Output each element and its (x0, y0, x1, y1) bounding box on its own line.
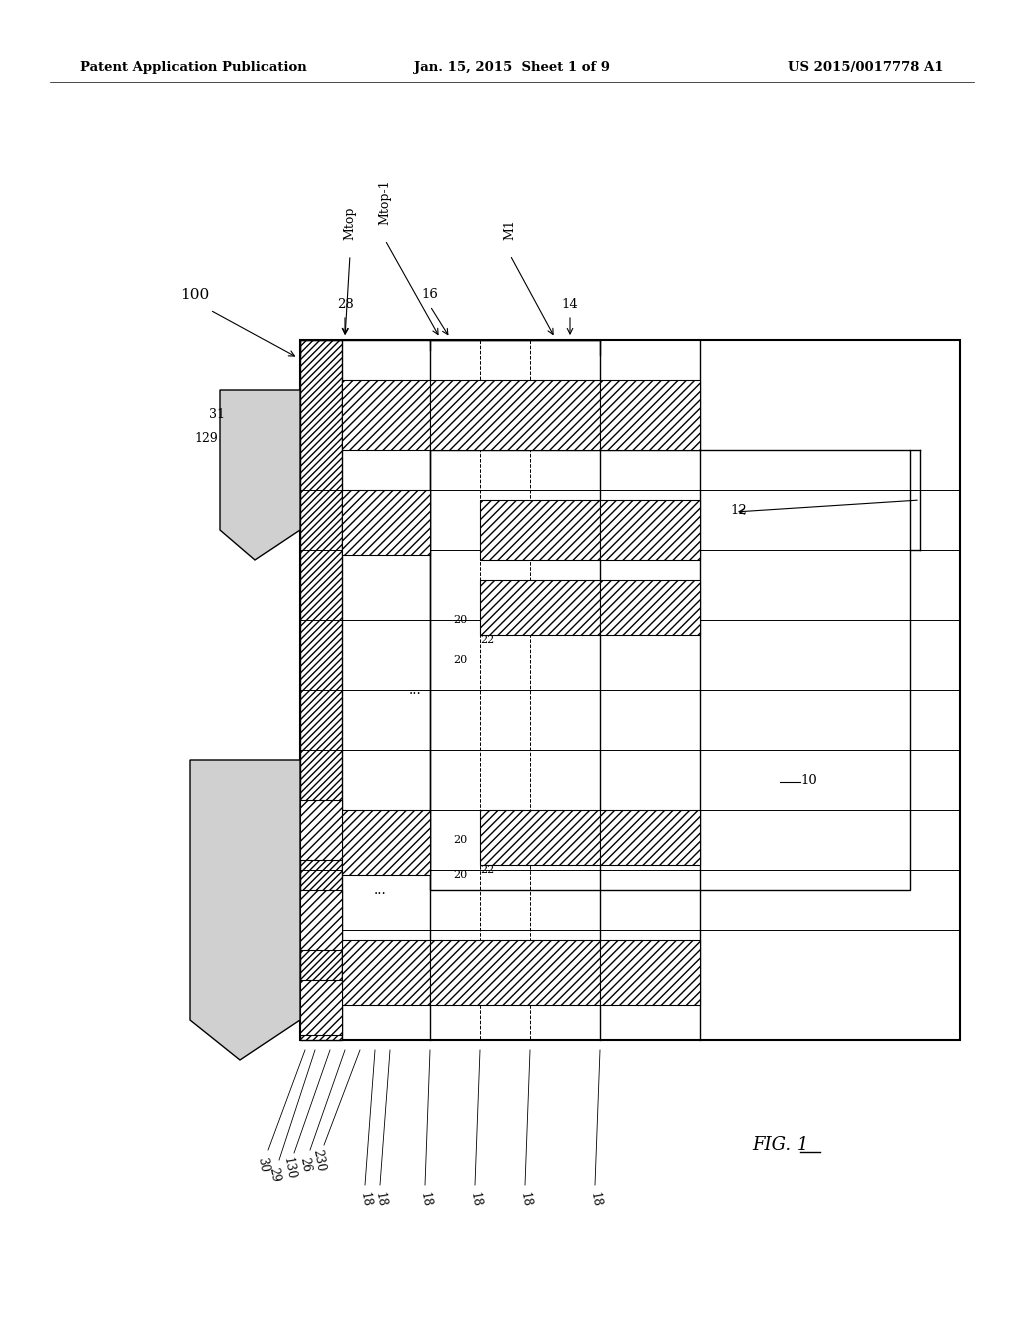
Bar (342, 490, 430, 554)
Text: 20: 20 (454, 870, 468, 880)
Bar (210, 770, 300, 1010)
Text: 30: 30 (255, 1156, 270, 1173)
Text: FIG. 1: FIG. 1 (752, 1137, 808, 1154)
Text: 18: 18 (517, 1192, 532, 1208)
Text: 129: 129 (195, 432, 218, 445)
Text: 18: 18 (373, 1192, 388, 1208)
Text: 20: 20 (454, 655, 468, 665)
Polygon shape (190, 760, 300, 1060)
Text: 22: 22 (480, 635, 495, 645)
Bar (300, 341, 342, 1040)
Bar (300, 890, 342, 950)
Text: 29: 29 (266, 1167, 282, 1184)
Text: 18: 18 (418, 1192, 433, 1208)
Text: 12: 12 (730, 503, 746, 516)
Bar (480, 500, 600, 560)
Text: 100: 100 (180, 288, 210, 302)
Bar (600, 810, 700, 865)
Bar (600, 380, 700, 450)
Text: 18: 18 (467, 1192, 482, 1208)
Text: 10: 10 (800, 774, 817, 787)
Bar (430, 380, 600, 450)
Text: Mtop: Mtop (343, 206, 356, 240)
Text: ...: ... (374, 883, 386, 898)
Text: ...: ... (409, 682, 421, 697)
Bar (480, 579, 600, 635)
Text: Mtop-1: Mtop-1 (379, 180, 391, 224)
Text: 28: 28 (337, 298, 353, 312)
Text: 26: 26 (297, 1156, 312, 1173)
Bar (480, 810, 600, 865)
Bar (600, 579, 700, 635)
Text: 18: 18 (357, 1192, 373, 1208)
Text: 22: 22 (480, 865, 495, 875)
Text: 230: 230 (310, 1148, 328, 1172)
Bar (600, 940, 700, 1005)
Bar (342, 810, 430, 875)
Text: M1: M1 (504, 219, 516, 240)
Text: 18: 18 (588, 1192, 603, 1208)
Text: 20: 20 (454, 836, 468, 845)
Bar (300, 800, 342, 861)
Bar (300, 341, 961, 1040)
Text: US 2015/0017778 A1: US 2015/0017778 A1 (788, 62, 944, 74)
Text: 130: 130 (281, 1156, 297, 1180)
Text: Patent Application Publication: Patent Application Publication (80, 62, 307, 74)
Text: 16: 16 (422, 289, 438, 301)
Bar (342, 940, 430, 1005)
Text: Jan. 15, 2015  Sheet 1 of 9: Jan. 15, 2015 Sheet 1 of 9 (414, 62, 610, 74)
Text: 31: 31 (209, 408, 225, 421)
Bar (430, 940, 600, 1005)
Bar (600, 500, 700, 560)
Bar (238, 400, 300, 520)
Bar (430, 450, 910, 890)
Text: 20: 20 (454, 615, 468, 624)
Bar (300, 979, 342, 1035)
Text: 14: 14 (561, 298, 579, 312)
Bar (342, 380, 430, 450)
Polygon shape (220, 389, 300, 560)
